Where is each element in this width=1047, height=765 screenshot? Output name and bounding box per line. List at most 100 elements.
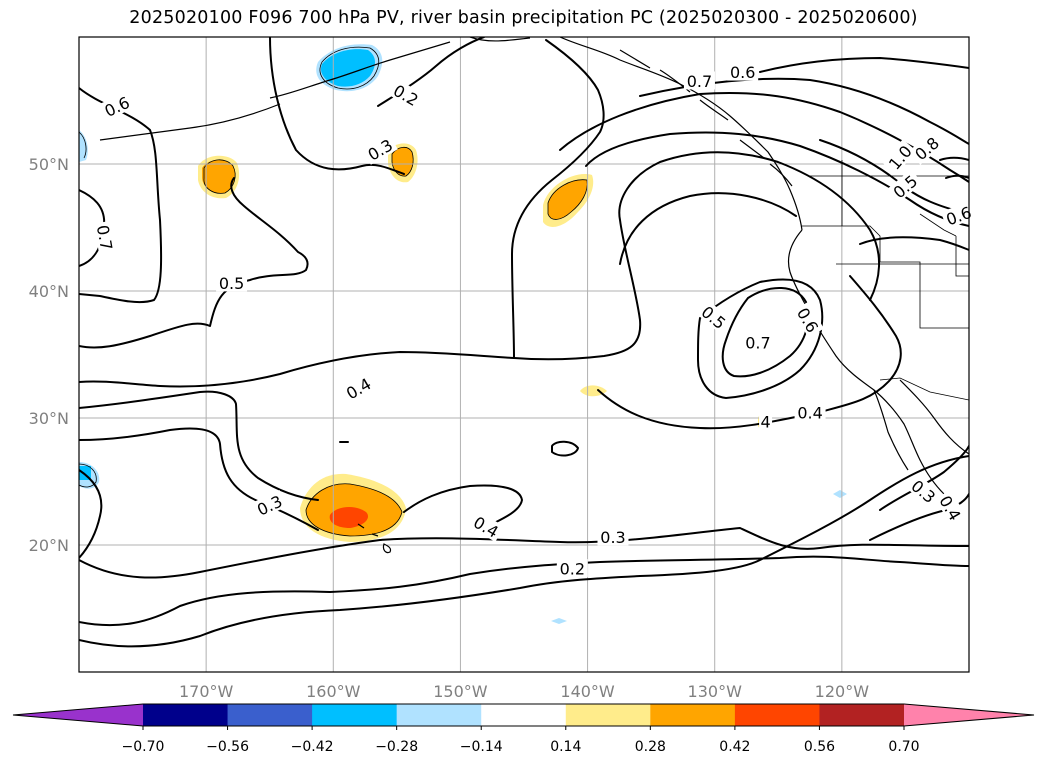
contour-0.4-hawaii-east [403,484,523,531]
border-state-1 [802,225,881,262]
contour-label: 0.5 [216,273,248,293]
lon-tick-label: 170°W [179,682,234,701]
contour-label-bg [696,300,732,334]
colorbar-segment [227,704,313,726]
shading-outlines [79,46,588,537]
contour-0.4-east-trough [639,455,969,577]
coast-aleutians [269,41,451,99]
contour-0.4-main [79,39,605,388]
contour-label: 1.0 [882,139,917,175]
contour-label-bg [882,139,917,175]
contour-label-bg [727,62,759,81]
contour-label-bg [794,402,826,421]
coastlines [99,37,969,554]
border-state-5 [955,236,969,277]
colorbar-segment [312,704,398,726]
colorbar-tick-label: −0.42 [291,739,334,755]
contour-label: 0.2 [556,559,588,579]
contour-label: 0.7 [742,333,774,353]
contour-label-text: 0.7 [687,72,712,91]
lon-tick-label: 150°W [433,682,488,701]
contour-inner-east-ring [619,192,797,265]
contour-0.6-northeast [759,57,969,73]
contour-label-bg [388,79,425,111]
contour-label-bg [216,273,248,292]
contour-0.1-south [79,575,641,648]
colorbar-segment [481,704,567,726]
coast-alaska-gulf [469,37,803,231]
shade-blue-alaska [316,44,383,92]
lon-tick-label: 130°W [688,682,743,701]
contour-label: 0.6 [940,201,977,229]
colorbar-tick-label: −0.28 [375,739,418,755]
precipitation-shading [79,44,847,624]
contour-0.3-south [79,527,969,579]
coast-west-us [787,229,945,495]
contour-0.4-east-ridge [597,275,902,430]
colorbar-extend-low [13,704,143,726]
axis-labels: 170°W 160°W 150°W 140°W 130°W 120°W 50°N 40°N 30… [29,155,870,701]
colorbar-segment [396,704,482,726]
colorbar-tick-label: −0.14 [460,739,503,755]
colorbar-segment [819,704,905,726]
colorbar-tick-label: 0.70 [888,739,919,755]
border-state-3 [880,261,969,329]
contour-label-bg [683,71,715,90]
contour-label-bg [93,220,117,255]
contour-0.3-se [879,445,969,511]
coast-bc-islands [619,49,793,187]
contour-label-text: 0.6 [730,63,755,82]
contour-0.5-ring [513,151,881,361]
lat-tick-label: 40°N [29,282,69,301]
contour-label: 0.4 [794,402,826,422]
contour-label: 0.3 [906,474,942,508]
shade-blue-left-top [79,130,88,162]
contour-0.3-main [79,427,319,531]
contour-label-bg [906,474,942,508]
map-frame [78,36,970,673]
contour-label-bg [251,490,288,520]
contour-small-hawaii-east [551,440,579,457]
contour-label-bg [340,372,377,404]
lon-tick-label: 120°W [815,682,870,701]
shade-blue-small-1 [833,490,847,498]
contour-label: 0.5 [696,300,732,334]
shade-orange-155w [388,143,418,183]
contour-label: 0.3 [251,490,288,520]
contour-0.3-west-low [79,469,103,559]
contour-label: 0.3 [597,527,629,547]
contour-0.6-northwest [79,87,163,304]
lat-tick-label: 30°N [29,409,69,428]
coast-baja [873,389,909,471]
contour-label-bg [98,91,135,121]
contour-label-bg [759,411,773,430]
contour-label-text: 4 [760,412,770,431]
contour-label-bg [908,131,945,165]
contour-label-bg [792,301,824,338]
shade-yellow-small-1 [580,385,607,397]
contour-label: 0.2 [388,79,425,111]
coast-aleutian-chain [99,103,281,141]
contour-0.4-lower [79,390,319,501]
colorbar-segment [650,704,736,726]
colorbar-tick-label: 0.56 [804,739,835,755]
contour-label-bg [361,133,398,165]
contour-label-bg [468,510,505,542]
lon-tick-label: 140°W [560,682,615,701]
coast-hawaii [357,523,392,554]
lon-tick-label: 160°W [306,682,361,701]
contour-labels: 0.60.70.50.40.30.30.20.4 0.30.20.7 0.60.81… [93,62,977,579]
colorbar-tick-label: −0.70 [122,739,165,755]
colorbar-tick-label: 0.42 [719,739,750,755]
contour-label-text: 0.5 [219,274,244,293]
lat-tick-label: 20°N [29,536,69,555]
contour-label-bg [742,333,774,352]
colorbar-tick-label: 0.14 [550,739,581,755]
shade-orange-hawaii [300,473,406,542]
contour-label-text: 0.4 [797,403,822,422]
contour-east-small-1 [939,156,969,161]
colorbar-segment [734,704,820,726]
contour-label: 0.5 [887,169,923,203]
contour-label-bg [940,201,977,229]
